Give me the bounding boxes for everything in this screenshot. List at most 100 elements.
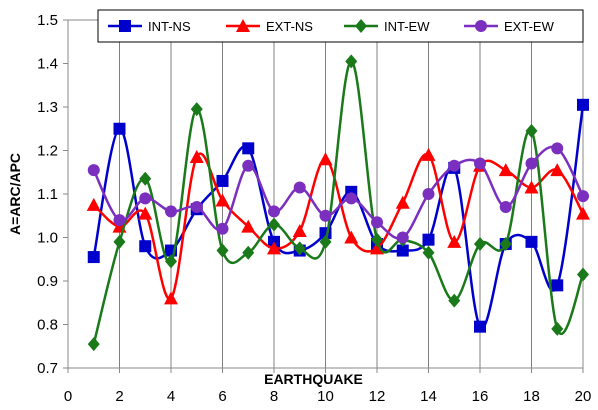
y-tick-label: 1.0	[37, 230, 58, 247]
y-tick-label: 1.4	[37, 56, 58, 73]
data-point-ext-ew	[577, 190, 589, 203]
x-tick-label: 14	[420, 388, 437, 405]
data-point-int-ns	[396, 244, 409, 257]
grid	[119, 20, 532, 368]
x-axis-label: EARTHQUAKE	[264, 371, 363, 387]
data-point-ext-ns	[318, 152, 333, 166]
data-point-int-ns	[216, 174, 229, 187]
data-point-int-ew	[345, 54, 358, 69]
data-point-int-ns	[87, 251, 100, 264]
data-point-int-ew	[139, 171, 152, 186]
x-tick-label: 16	[472, 388, 489, 405]
data-point-ext-ew	[113, 214, 126, 227]
data-point-ext-ns	[395, 195, 410, 209]
legend-marker	[475, 20, 487, 32]
data-point-int-ew	[165, 254, 177, 269]
x-axis-ticks: 0 2 4 6 8 10 12 14 16 18 20	[64, 368, 592, 405]
x-tick-label: 4	[167, 388, 175, 405]
data-point-ext-ns	[550, 163, 565, 177]
data-point-ext-ew	[422, 188, 435, 200]
legend-item-ext-ew: EXT-EW	[464, 19, 555, 34]
data-point-ext-ew	[190, 201, 203, 214]
data-point-int-ns	[139, 240, 152, 253]
data-point-int-ew	[422, 245, 435, 260]
legend-label: EXT-EW	[504, 19, 555, 34]
data-point-ext-ew	[474, 157, 486, 170]
x-tick-label: 18	[523, 388, 540, 405]
y-axis-label: A=ARC/APC	[7, 153, 23, 235]
data-point-ext-ns	[576, 206, 590, 220]
data-point-ext-ns	[267, 241, 281, 255]
data-point-int-ew	[525, 123, 538, 138]
legend-label: EXT-NS	[266, 19, 313, 34]
data-point-ext-ns	[189, 150, 204, 164]
series-int-ew	[87, 54, 589, 352]
data-point-ext-ew	[551, 142, 564, 155]
data-point-ext-ew	[87, 164, 100, 177]
data-point-int-ns	[242, 142, 255, 155]
series	[86, 54, 590, 352]
data-point-int-ew	[190, 102, 203, 117]
data-point-ext-ew	[499, 201, 512, 214]
data-point-int-ew	[577, 267, 589, 282]
data-point-int-ew	[499, 237, 512, 252]
data-point-ext-ns	[292, 223, 307, 237]
data-point-ext-ew	[396, 231, 409, 244]
data-point-ext-ns	[344, 230, 359, 244]
data-point-ext-ns	[447, 234, 462, 248]
series-line-int-ew	[92, 60, 585, 345]
legend: INT-NS EXT-NS INT-EW EXT-EW	[97, 9, 584, 43]
data-point-int-ns	[551, 279, 564, 292]
data-point-int-ew	[448, 293, 461, 308]
legend-label: INT-NS	[148, 19, 191, 34]
y-tick-label: 0.7	[37, 360, 58, 377]
legend-item-int-ns: INT-NS	[108, 19, 191, 34]
x-tick-label: 6	[218, 388, 226, 405]
y-tick-label: 1.2	[37, 143, 58, 160]
x-tick-label: 2	[115, 388, 123, 405]
data-point-int-ns	[525, 235, 538, 248]
data-point-ext-ns	[370, 241, 384, 255]
data-point-int-ns	[113, 122, 126, 135]
data-point-ext-ns	[86, 197, 101, 211]
y-tick-label: 1.5	[37, 12, 58, 29]
data-point-ext-ew	[345, 192, 358, 205]
data-point-ext-ns	[215, 193, 230, 207]
x-tick-label: 20	[575, 388, 592, 405]
legend-item-ext-ns: EXT-NS	[226, 19, 313, 34]
data-point-ext-ew	[319, 209, 332, 222]
data-point-int-ew	[113, 234, 126, 249]
data-point-int-ew	[216, 243, 229, 258]
data-point-ext-ew	[139, 192, 152, 205]
y-axis-ticks: 0.7 0.8 0.9 1.0 1.1 1.2 1.3 1.4 1.5	[37, 12, 68, 377]
data-point-ext-ew	[242, 159, 255, 172]
legend-box	[97, 9, 584, 43]
data-point-int-ew	[319, 234, 332, 249]
data-point-int-ns	[474, 320, 486, 333]
legend-marker	[355, 19, 367, 33]
data-point-int-ew	[87, 337, 100, 352]
data-point-int-ew	[371, 232, 383, 247]
data-point-int-ns	[577, 98, 589, 111]
data-point-int-ew	[293, 241, 306, 256]
data-point-int-ew	[551, 321, 564, 336]
series-ext-ns	[86, 147, 590, 305]
data-point-ext-ew	[165, 205, 177, 218]
data-point-ext-ew	[448, 159, 461, 172]
data-point-ext-ew	[525, 157, 538, 170]
x-tick-label: 0	[64, 388, 72, 405]
data-point-int-ew	[268, 217, 280, 232]
data-point-ext-ns	[138, 206, 153, 220]
data-point-ext-ns	[498, 163, 513, 177]
data-point-ext-ew	[371, 216, 383, 229]
y-tick-label: 0.8	[37, 317, 58, 334]
data-point-ext-ns	[241, 219, 256, 233]
data-point-int-ns	[422, 233, 435, 246]
y-tick-label: 0.9	[37, 273, 58, 290]
legend-item-int-ew: INT-EW	[344, 19, 430, 34]
data-point-ext-ns	[524, 180, 539, 194]
data-point-ext-ns	[164, 291, 178, 305]
legend-marker	[119, 20, 131, 32]
